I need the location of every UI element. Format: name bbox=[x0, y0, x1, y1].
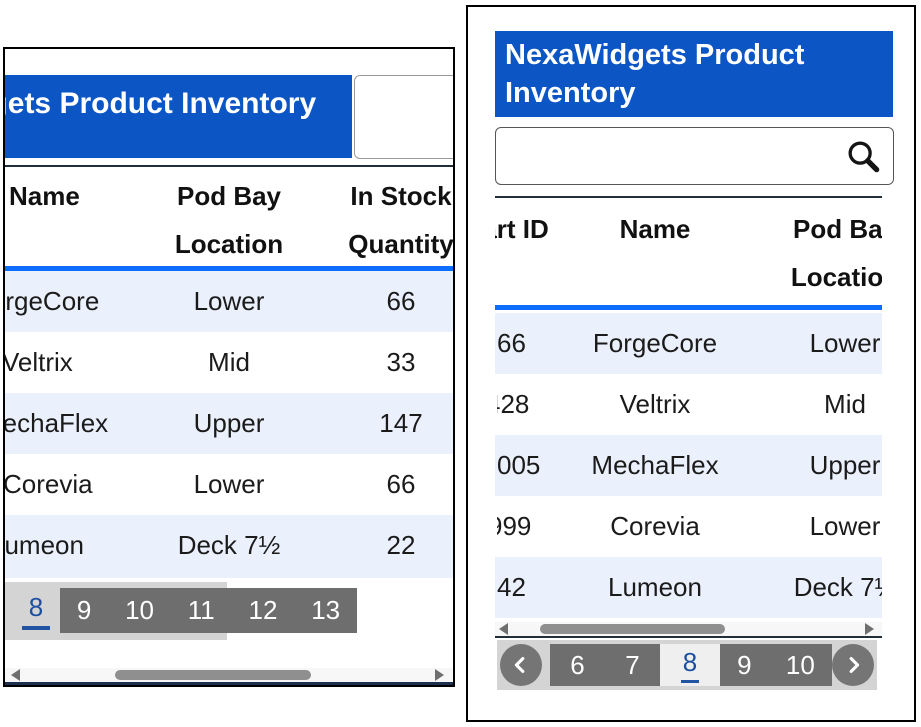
scroll-left-arrow-icon[interactable] bbox=[11, 669, 20, 681]
table-top-divider bbox=[495, 196, 882, 198]
cell-name: MechaFlex bbox=[591, 450, 719, 480]
cell-location: Lower bbox=[193, 286, 265, 316]
chevron-left-icon bbox=[514, 657, 525, 673]
table-row: 66 ForgeCore Lower bbox=[495, 313, 882, 374]
cell-part-id: 42 bbox=[497, 572, 526, 602]
cell-quantity: 33 bbox=[386, 347, 416, 377]
page-title-bar: NexaWidgets Product Inventory bbox=[495, 31, 893, 117]
bottom-divider bbox=[495, 636, 882, 638]
scrollbar-thumb[interactable] bbox=[540, 624, 725, 634]
search-input[interactable] bbox=[495, 127, 833, 185]
current-page-button[interactable]: 8 bbox=[680, 647, 700, 683]
table-viewport: Part ID Name Pod Bay Location 66 ForgeCo… bbox=[495, 198, 882, 618]
page-title-bar: NexaWidgets Product Inventory bbox=[5, 75, 352, 158]
cell-location: Mid bbox=[824, 389, 866, 419]
pagination-pages: 6 7 bbox=[550, 644, 660, 686]
horizontal-scrollbar[interactable] bbox=[5, 668, 453, 682]
cell-location: Lower bbox=[193, 469, 265, 499]
next-page-button[interactable] bbox=[832, 644, 874, 686]
cell-name: Lumeon bbox=[608, 572, 702, 602]
page-title: NexaWidgets Product Inventory bbox=[5, 87, 317, 120]
cell-location: Upper bbox=[193, 408, 265, 438]
column-header-name: Name bbox=[619, 214, 691, 244]
left-window: NexaWidgets Product Inventory Name Pod B… bbox=[3, 47, 455, 687]
column-header-name: Name bbox=[9, 181, 80, 211]
table-row: Veltrix Mid 33 bbox=[5, 332, 453, 393]
pagination-pages: 9 10 11 12 13 bbox=[60, 588, 357, 633]
table-row: 999 Corevia Lower bbox=[495, 496, 882, 557]
scrollbar-thumb[interactable] bbox=[115, 670, 311, 680]
search-input[interactable] bbox=[354, 75, 453, 159]
cell-part-id: 999 bbox=[497, 511, 532, 541]
search-button[interactable] bbox=[832, 127, 894, 185]
scroll-right-arrow-icon[interactable] bbox=[865, 623, 874, 635]
page-button-12[interactable]: 12 bbox=[248, 595, 278, 625]
cell-quantity: 147 bbox=[379, 408, 423, 438]
cell-location: Upper bbox=[809, 450, 881, 480]
table-row: ForgeCore Lower 66 bbox=[5, 271, 453, 332]
current-page-button[interactable]: 8 bbox=[22, 592, 50, 630]
table-top-divider bbox=[5, 165, 453, 167]
pagination-pages: 9 10 bbox=[720, 644, 832, 686]
bottom-divider bbox=[5, 682, 453, 685]
pagination-bar: 6 7 8 9 10 bbox=[497, 640, 877, 690]
table-row: 42 Lumeon Deck 7½ bbox=[495, 557, 882, 618]
column-header-part-id: Part ID bbox=[495, 214, 549, 244]
cell-quantity: 66 bbox=[386, 469, 416, 499]
chevron-right-icon bbox=[849, 657, 860, 673]
page-button-6[interactable]: 6 bbox=[570, 649, 585, 680]
cell-name: ForgeCore bbox=[5, 286, 100, 316]
cell-part-id: 66 bbox=[497, 328, 526, 358]
scroll-right-arrow-icon[interactable] bbox=[435, 669, 444, 681]
cell-location: Lower bbox=[809, 328, 881, 358]
table-row: MechaFlex Upper 147 bbox=[5, 393, 453, 454]
column-header-location: Pod Bay Location bbox=[174, 181, 284, 259]
horizontal-scrollbar[interactable] bbox=[495, 622, 882, 636]
cell-name: Veltrix bbox=[619, 389, 691, 419]
cell-location: Deck 7½ bbox=[177, 530, 281, 560]
magnifier-icon bbox=[848, 141, 879, 173]
cell-name: Veltrix bbox=[5, 347, 73, 377]
page-button-10[interactable]: 10 bbox=[125, 595, 155, 625]
page-button-9[interactable]: 9 bbox=[76, 595, 92, 625]
scroll-left-arrow-icon[interactable] bbox=[499, 623, 508, 635]
cell-location: Lower bbox=[809, 511, 881, 541]
page-button-7[interactable]: 7 bbox=[625, 649, 640, 680]
page-button-10[interactable]: 10 bbox=[785, 649, 815, 680]
page-title: NexaWidgets Product Inventory bbox=[505, 39, 805, 109]
table-row: 428 Veltrix Mid bbox=[495, 374, 882, 435]
cell-name: Corevia bbox=[5, 469, 93, 499]
page-button-9[interactable]: 9 bbox=[737, 649, 752, 680]
cell-part-id: 005 bbox=[497, 450, 541, 480]
cell-name: Lumeon bbox=[5, 530, 84, 560]
cell-location: Deck 7½ bbox=[793, 572, 882, 602]
cell-name: Corevia bbox=[610, 511, 700, 541]
cell-location: Mid bbox=[208, 347, 250, 377]
right-window: NexaWidgets Product Inventory Part ID Na… bbox=[466, 5, 916, 722]
cell-name: MechaFlex bbox=[5, 408, 109, 438]
page-button-11[interactable]: 11 bbox=[187, 595, 215, 625]
cell-quantity: 66 bbox=[386, 286, 416, 316]
current-page-cell: 8 bbox=[660, 644, 720, 686]
table-row: Lumeon Deck 7½ 22 bbox=[5, 515, 453, 578]
cell-name: ForgeCore bbox=[592, 328, 718, 358]
cell-quantity: 22 bbox=[386, 530, 416, 560]
header-divider bbox=[495, 305, 882, 310]
prev-page-button[interactable] bbox=[500, 644, 542, 686]
cell-part-id: 428 bbox=[497, 389, 530, 419]
table-row: Corevia Lower 66 bbox=[5, 454, 453, 515]
column-header-location: Pod Bay Location bbox=[790, 214, 882, 292]
header-divider bbox=[5, 266, 453, 271]
page-button-13[interactable]: 13 bbox=[311, 595, 341, 625]
table-row: 005 MechaFlex Upper bbox=[495, 435, 882, 496]
column-header-quantity: In Stock Quantity bbox=[348, 181, 454, 259]
